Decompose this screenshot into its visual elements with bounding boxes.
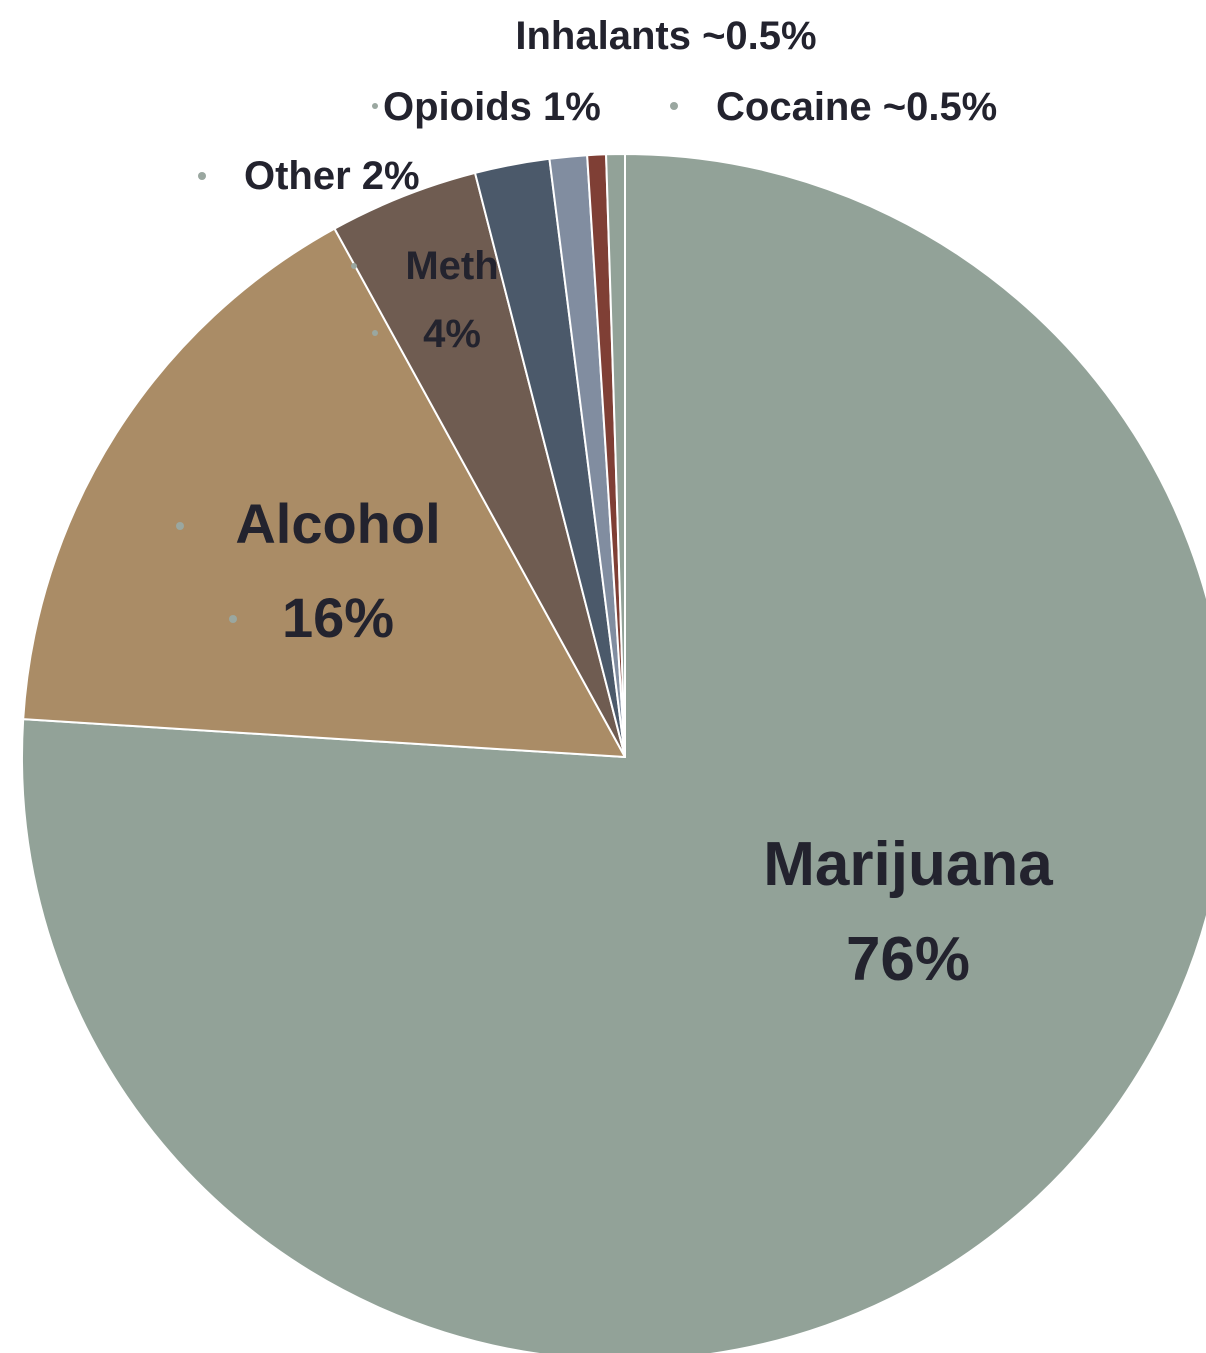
slice-label-meth-name: Meth bbox=[405, 244, 498, 288]
slice-label-cocaine: Cocaine ~0.5% bbox=[716, 85, 997, 129]
slice-label-inhalants: Inhalants ~0.5% bbox=[515, 14, 816, 58]
slice-label-other: Other 2% bbox=[244, 154, 420, 198]
slice-label-meth-value: 4% bbox=[423, 312, 481, 356]
pie-labels: Marijuana 76% Alcohol 16% Meth 4% Other … bbox=[176, 14, 1053, 994]
slice-label-alcohol-value: 16% bbox=[282, 586, 394, 649]
bullet-dot bbox=[229, 615, 237, 623]
slice-label-alcohol-name: Alcohol bbox=[235, 492, 440, 555]
bullet-dot bbox=[176, 522, 184, 530]
bullet-dot bbox=[372, 330, 378, 336]
slice-label-marijuana-name: Marijuana bbox=[763, 830, 1053, 899]
pie-slices bbox=[21, 153, 1206, 1353]
bullet-dot bbox=[351, 263, 357, 269]
slice-label-opioids: Opioids 1% bbox=[383, 85, 601, 129]
bullet-dot bbox=[372, 103, 378, 109]
slice-label-marijuana-value: 76% bbox=[846, 925, 970, 994]
bullet-dot bbox=[198, 172, 206, 180]
pie-slice-marijuana bbox=[21, 153, 1206, 1353]
pie-slice-inhalants bbox=[605, 153, 626, 758]
bullet-dot bbox=[670, 102, 678, 110]
pie-slice-alcohol bbox=[22, 227, 626, 758]
